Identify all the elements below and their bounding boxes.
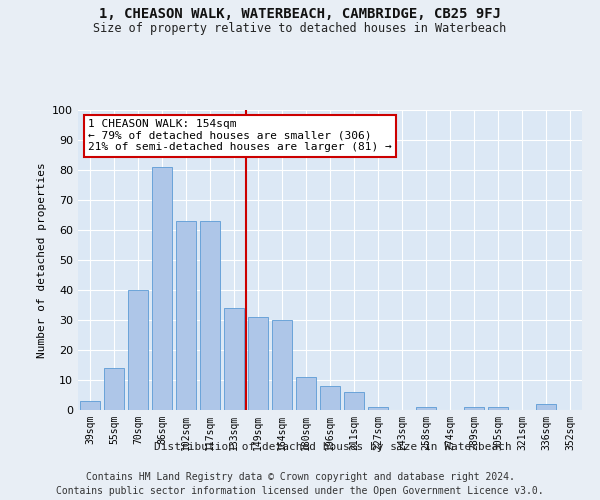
Text: Size of property relative to detached houses in Waterbeach: Size of property relative to detached ho… (94, 22, 506, 35)
Bar (200, 221, 220, 410)
Text: 1, CHEASON WALK, WATERBEACH, CAMBRIDGE, CB25 9FJ: 1, CHEASON WALK, WATERBEACH, CAMBRIDGE, … (99, 8, 501, 22)
Bar (80, 401, 100, 410)
Bar (536, 404, 556, 410)
Bar (272, 320, 292, 410)
Bar (488, 407, 508, 410)
Y-axis label: Number of detached properties: Number of detached properties (37, 162, 47, 358)
Bar (344, 392, 364, 410)
Bar (368, 407, 388, 410)
Bar (296, 377, 316, 410)
Bar (152, 167, 172, 410)
Bar (464, 407, 484, 410)
Bar (416, 407, 436, 410)
Bar (176, 221, 196, 410)
Bar (320, 386, 340, 410)
Text: Distribution of detached houses by size in Waterbeach: Distribution of detached houses by size … (154, 442, 512, 452)
Text: Contains public sector information licensed under the Open Government Licence v3: Contains public sector information licen… (56, 486, 544, 496)
Bar (224, 308, 244, 410)
Text: 1 CHEASON WALK: 154sqm
← 79% of detached houses are smaller (306)
21% of semi-de: 1 CHEASON WALK: 154sqm ← 79% of detached… (88, 119, 392, 152)
Bar (248, 317, 268, 410)
Text: Contains HM Land Registry data © Crown copyright and database right 2024.: Contains HM Land Registry data © Crown c… (86, 472, 514, 482)
Bar (104, 368, 124, 410)
Bar (128, 290, 148, 410)
